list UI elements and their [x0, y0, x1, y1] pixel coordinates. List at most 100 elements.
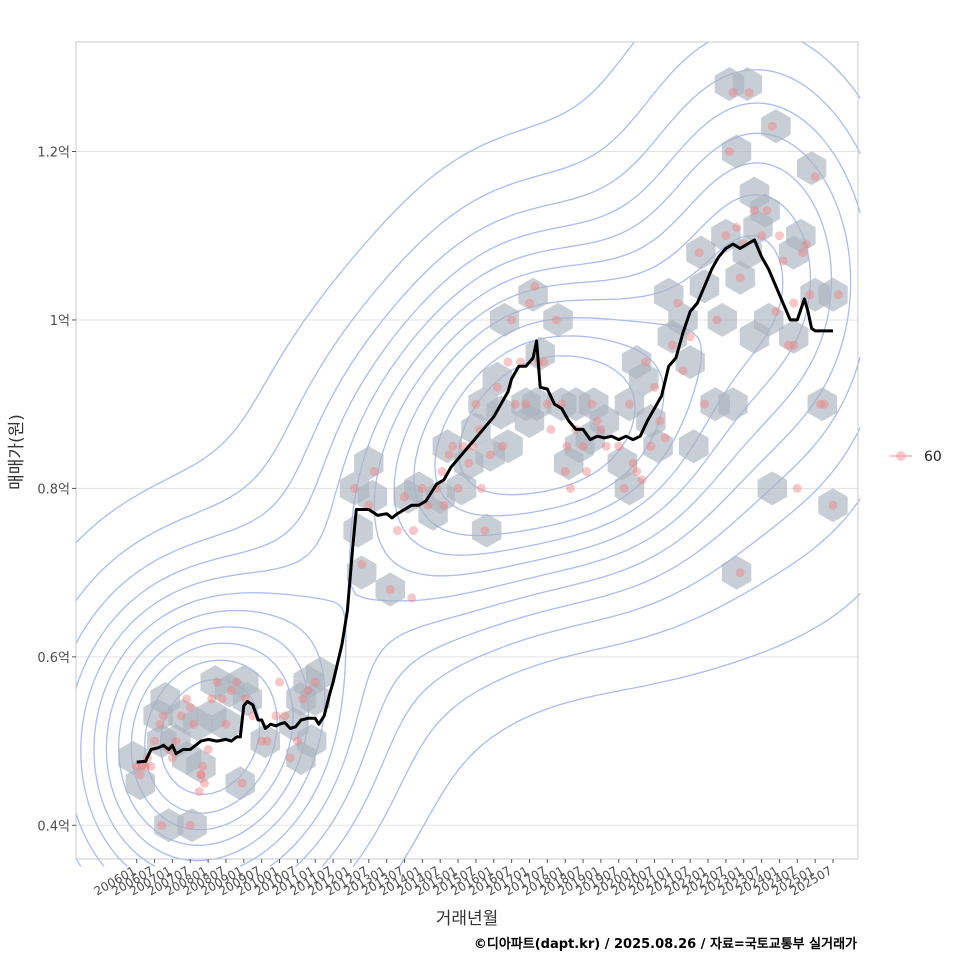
data-point [592, 416, 602, 426]
data-point [439, 500, 449, 510]
legend-key-point [896, 451, 906, 461]
y-tick-label: 1억 [50, 314, 70, 329]
hexbin-cell [225, 766, 255, 801]
hexbin-cell [786, 218, 816, 253]
data-point [819, 399, 829, 409]
data-point [810, 172, 820, 182]
data-point [280, 711, 290, 721]
hexbin-cell [707, 302, 737, 337]
density-contour-line [105, 194, 812, 862]
data-point [471, 399, 481, 409]
scatter-points [132, 88, 843, 830]
data-point [203, 745, 213, 755]
data-point [792, 483, 802, 493]
y-tick-label: 0.8억 [37, 482, 70, 497]
data-point [194, 787, 204, 797]
hexbin-cell [177, 808, 207, 843]
data-point [303, 686, 313, 696]
hexbin-cell [489, 302, 520, 337]
hexbin-cell [818, 277, 848, 312]
data-point [198, 761, 208, 771]
hexbin-cell [614, 471, 645, 506]
hexbin-cell [493, 429, 523, 464]
hexbin-cell [186, 749, 216, 784]
data-point [828, 500, 838, 510]
data-point [146, 761, 156, 771]
data-point [448, 441, 458, 451]
hexbin-cell [125, 766, 155, 801]
data-point [310, 677, 320, 687]
data-point [437, 467, 447, 477]
hexbin-cell [589, 404, 620, 438]
density-contour-line [75, 41, 861, 867]
hexbin-cell [525, 336, 555, 371]
hexbin-cell [721, 555, 752, 590]
hexbin-cell [518, 277, 548, 312]
median-line-path [136, 238, 833, 764]
data-point [350, 483, 360, 493]
data-point [476, 483, 486, 493]
data-point [167, 753, 177, 763]
data-point [232, 677, 242, 687]
data-point [212, 677, 222, 687]
hexbin-cell [818, 488, 848, 523]
data-point [546, 424, 556, 434]
data-point [655, 416, 665, 426]
hexbin-cell [679, 429, 709, 464]
hexbin-cell [718, 387, 748, 422]
data-point [444, 450, 454, 460]
data-point [503, 357, 513, 367]
data-point [798, 248, 808, 258]
data-point [641, 357, 651, 367]
y-tick-label: 0.6억 [37, 651, 70, 666]
data-point [480, 526, 490, 536]
data-point [560, 467, 570, 477]
data-point [587, 399, 597, 409]
plot-panel-border [75, 41, 859, 860]
hexbin-cell [675, 345, 705, 380]
data-point [196, 770, 206, 780]
data-point [492, 382, 502, 392]
data-point [767, 121, 777, 131]
data-point [207, 694, 217, 704]
data-point [176, 711, 186, 721]
hexbin-cell [796, 151, 827, 186]
hexbin-cell [305, 656, 336, 691]
hexbin-cell [732, 67, 762, 102]
hexbin-cell [779, 319, 809, 354]
data-point [833, 290, 843, 300]
data-point [417, 483, 427, 493]
data-point [530, 281, 540, 291]
data-point [562, 441, 572, 451]
hexbin-cell [471, 513, 502, 548]
data-point [275, 677, 285, 687]
data-point [485, 450, 495, 460]
data-point [801, 239, 811, 249]
hexbin-cell [300, 682, 330, 716]
hexbin-layer [118, 67, 848, 843]
median-price-line [136, 238, 833, 764]
data-point [805, 290, 815, 300]
data-point [196, 770, 206, 780]
data-point [257, 736, 267, 746]
density-contour-line [75, 41, 861, 867]
data-point [237, 778, 247, 788]
data-point [185, 702, 195, 712]
data-point [262, 736, 272, 746]
data-point [407, 593, 417, 603]
data-point [226, 686, 236, 696]
data-point [578, 441, 588, 451]
y-axis-ticks: 0.4억 0.6억 0.8억 1억 1.2억 [37, 145, 76, 834]
data-point [539, 357, 549, 367]
data-point [632, 467, 642, 477]
hexbin-cell [346, 555, 377, 590]
legend: 60 [890, 449, 942, 465]
data-point [510, 399, 520, 409]
data-point [185, 820, 195, 830]
data-point [357, 559, 367, 569]
legend-label: 60 [924, 449, 942, 465]
data-point [789, 340, 799, 350]
data-point [649, 382, 659, 392]
data-point [699, 399, 709, 409]
